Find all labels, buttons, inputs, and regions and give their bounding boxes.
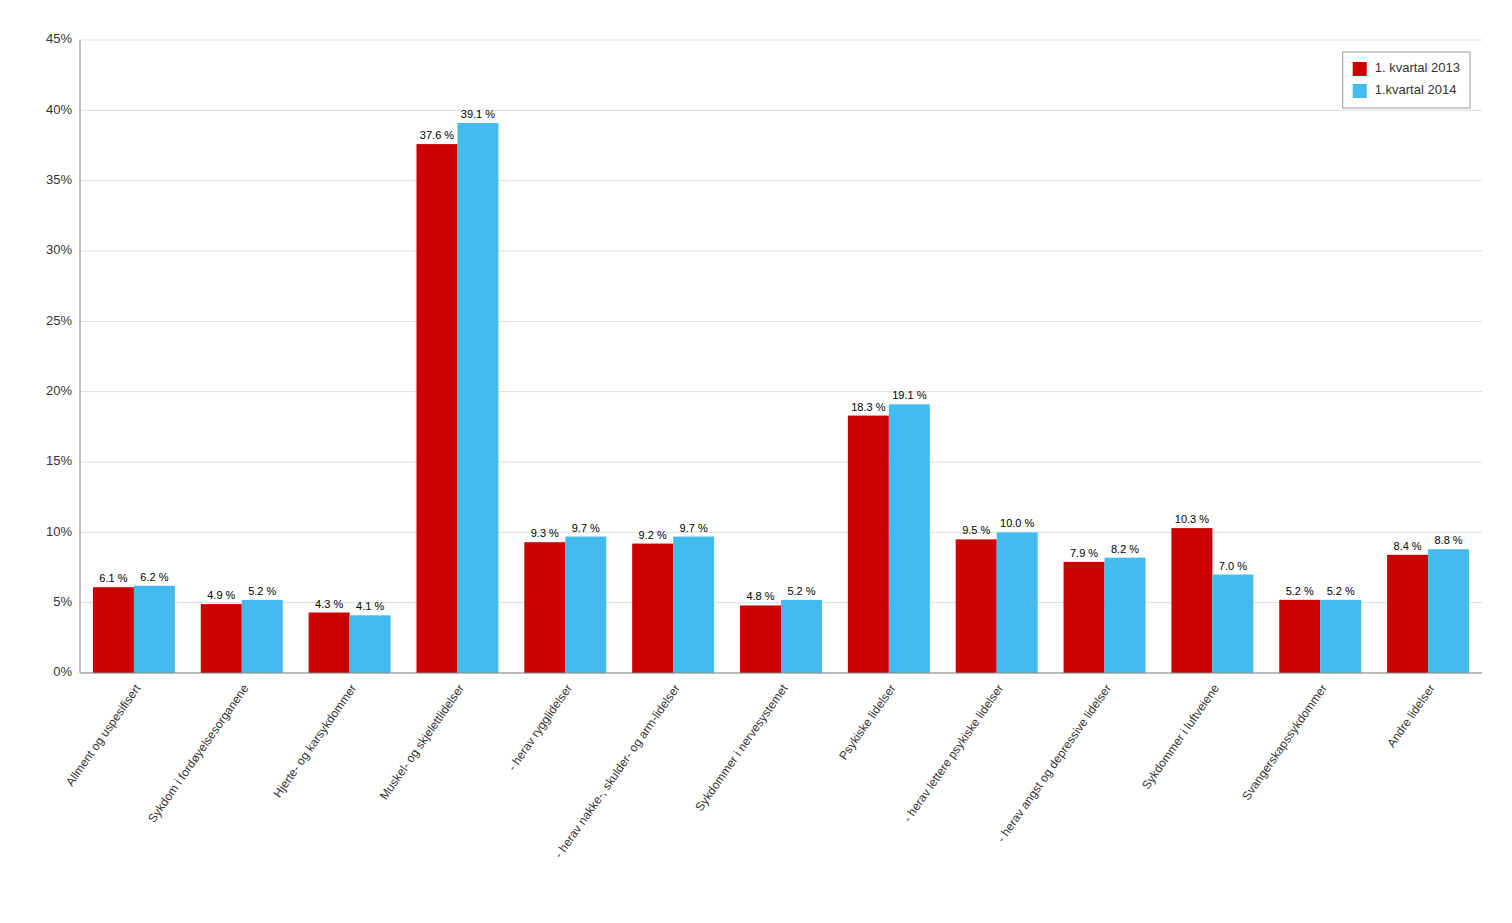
bars	[93, 123, 1469, 673]
x-tick-label: - herav angst og depressive lidelser	[994, 682, 1114, 845]
y-tick-label: 15%	[46, 453, 72, 468]
data-label: 7.0 %	[1219, 560, 1247, 572]
data-label: 5.2 %	[1327, 585, 1355, 597]
legend-label: 1.kvartal 2014	[1375, 82, 1457, 97]
bar	[309, 613, 350, 673]
data-label: 9.7 %	[680, 522, 708, 534]
legend-box	[1343, 52, 1470, 108]
bar	[740, 605, 781, 673]
x-axis-line	[80, 673, 1482, 674]
bar	[848, 416, 889, 673]
y-tick-label: 45%	[46, 31, 72, 46]
y-tick-label: 25%	[46, 313, 72, 328]
bar	[1064, 562, 1105, 673]
data-label: 4.9 %	[207, 589, 235, 601]
data-label: 8.4 %	[1394, 540, 1422, 552]
grid-line	[80, 673, 1482, 674]
x-tick-label: Sykdommer i luftveiene	[1139, 681, 1222, 791]
grid-line	[80, 462, 1482, 463]
legend-swatch	[1353, 62, 1367, 76]
data-label: 9.7 %	[572, 522, 600, 534]
bar	[1387, 555, 1428, 673]
grid-line	[80, 110, 1482, 111]
x-tick-label: - herav lettere psykiske lidelser	[900, 682, 1006, 825]
data-label: 39.1 %	[461, 108, 495, 120]
y-tick-label: 40%	[46, 102, 72, 117]
y-axis: 0% 5% 10% 15% 20% 25% 30% 35% 40% 45%	[46, 31, 1482, 679]
data-label: 9.2 %	[639, 529, 667, 541]
bar	[350, 615, 391, 673]
data-label: 6.2 %	[140, 571, 168, 583]
bar	[1212, 575, 1253, 673]
y-tick-label: 0%	[53, 664, 72, 679]
y-tick-label: 10%	[46, 524, 72, 539]
x-tick-label: - herav nakke-, skulder- og arm-lidelser	[552, 682, 683, 861]
data-label: 4.1 %	[356, 600, 384, 612]
bar	[956, 539, 997, 673]
bar	[242, 600, 283, 673]
x-axis: Allment og uspesifisertSykdom i fordøyel…	[63, 681, 1438, 861]
grid-line	[80, 180, 1482, 181]
data-label: 37.6 %	[420, 129, 454, 141]
bar	[457, 123, 498, 673]
bar	[997, 532, 1038, 673]
x-tick-label: Sykdommer i nervesystemet	[692, 681, 791, 814]
data-label: 10.3 %	[1175, 513, 1209, 525]
bar	[93, 587, 134, 673]
bar	[889, 404, 930, 673]
y-tick-label: 5%	[53, 594, 72, 609]
bar	[1171, 528, 1212, 673]
data-label: 18.3 %	[851, 401, 885, 413]
x-tick-label: Andre lidelser	[1384, 682, 1438, 750]
data-label: 5.2 %	[248, 585, 276, 597]
data-label: 10.0 %	[1000, 517, 1034, 529]
background	[0, 0, 1512, 923]
x-tick-label: Sykdom i fordøyelsesorganene	[145, 681, 252, 825]
grid-line	[80, 251, 1482, 252]
bar	[416, 144, 457, 673]
grid-line	[80, 40, 1482, 41]
bar	[673, 537, 714, 673]
bar	[134, 586, 175, 673]
y-axis-line	[80, 40, 81, 673]
legend: 1. kvartal 2013 1.kvartal 2014	[1343, 52, 1470, 108]
legend-label: 1. kvartal 2013	[1375, 60, 1460, 75]
data-label: 9.5 %	[962, 524, 990, 536]
data-label: 8.8 %	[1434, 534, 1462, 546]
x-tick-label: Svangerskapssykdommer	[1239, 682, 1330, 803]
grid-line	[80, 532, 1482, 533]
data-label: 6.1 %	[99, 572, 127, 584]
y-tick-label: 35%	[46, 172, 72, 187]
data-label: 19.1 %	[892, 389, 926, 401]
data-label: 7.9 %	[1070, 547, 1098, 559]
bar	[201, 604, 242, 673]
x-tick-label: Allment og uspesifisert	[63, 681, 144, 788]
y-tick-label: 30%	[46, 242, 72, 257]
bar	[565, 537, 606, 673]
bar	[632, 544, 673, 673]
chart: 0% 5% 10% 15% 20% 25% 30% 35% 40% 45% 6.1 % 4.9 % 4.…	[0, 0, 1512, 923]
bar	[781, 600, 822, 673]
x-tick-label: Psykiske lidelser	[836, 682, 898, 763]
bar	[524, 542, 565, 673]
x-tick-label: Muskel- og skjelettlidelser	[377, 682, 467, 803]
y-tick-label: 20%	[46, 383, 72, 398]
bar	[1279, 600, 1320, 673]
data-label: 9.3 %	[531, 527, 559, 539]
grid-line	[80, 321, 1482, 322]
x-tick-label: Hjerte- og karsykdommer	[271, 682, 360, 800]
bar	[1320, 600, 1361, 673]
data-labels: 6.1 % 4.9 % 4.3 % 37.6 % 9.3 % 9.2 % 4.8 % 18.3…	[99, 108, 1462, 612]
bar	[1105, 558, 1146, 673]
bar	[1428, 549, 1469, 673]
legend-swatch	[1353, 84, 1367, 98]
data-label: 8.2 %	[1111, 543, 1139, 555]
grid-line	[80, 391, 1482, 392]
x-tick-label: - herav rygglidelser	[505, 682, 575, 774]
data-label: 5.2 %	[787, 585, 815, 597]
data-label: 4.8 %	[746, 590, 774, 602]
data-label: 5.2 %	[1286, 585, 1314, 597]
data-label: 4.3 %	[315, 598, 343, 610]
